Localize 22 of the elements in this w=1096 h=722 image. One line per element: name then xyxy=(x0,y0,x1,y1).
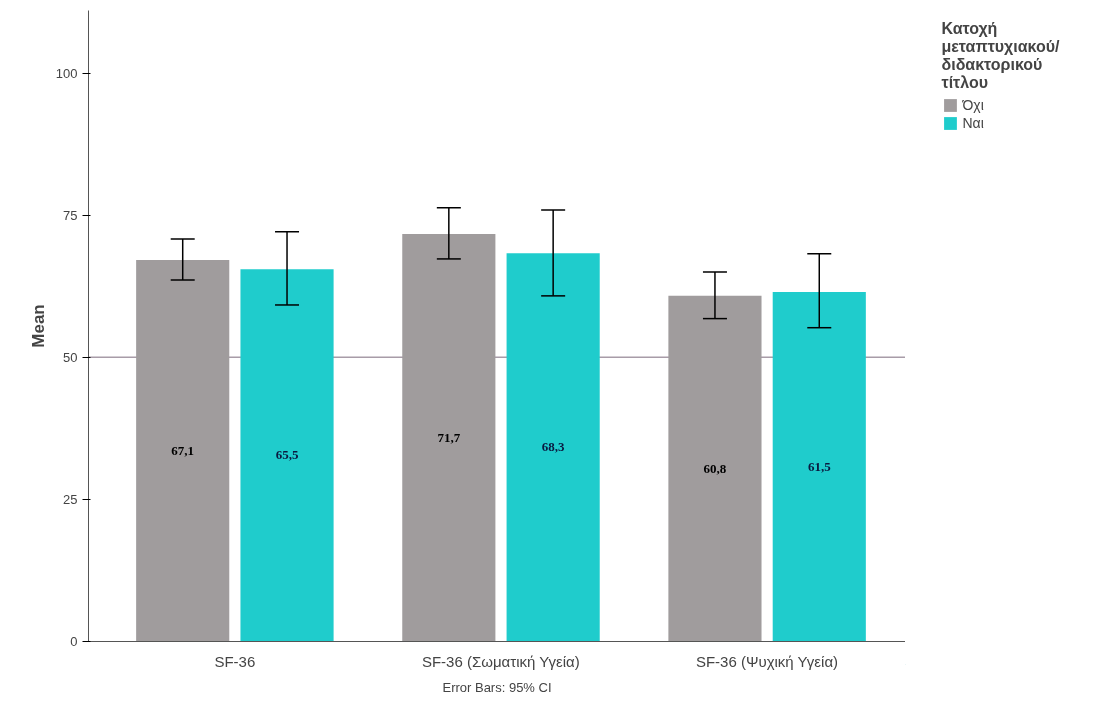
data-label: 71,7 xyxy=(437,429,461,445)
data-label: 61,5 xyxy=(807,458,832,474)
data-label: 60,8 xyxy=(703,460,727,476)
y-tick-label: 50 xyxy=(63,349,78,365)
legend-label: Ναι xyxy=(962,115,984,131)
y-tick-label: 0 xyxy=(70,634,78,649)
x-tick-label: SF-36 xyxy=(214,652,256,670)
data-label: 67,1 xyxy=(171,442,195,458)
text: Error Bars: 95% CI xyxy=(442,679,552,695)
data-label: 65,5 xyxy=(275,447,299,463)
y-axis-title: Mean xyxy=(28,304,48,348)
bar xyxy=(772,291,866,642)
legend-label: Όχι xyxy=(962,97,984,113)
y-tick-label: 75 xyxy=(63,207,78,223)
x-tick-label: SF-36 (Σωματική Υγεία) xyxy=(421,652,580,670)
bar xyxy=(240,269,334,642)
legend-title: Κατοχή μεταπτυχιακού/ διδακτορικού τίτλου xyxy=(941,20,1060,92)
y-tick-label: 25 xyxy=(63,491,78,507)
y-tick-label: 100 xyxy=(55,65,78,81)
x-tick-label: SF-36 (Ψυχική Υγεία) xyxy=(695,652,839,670)
data-label: 68,3 xyxy=(541,439,566,455)
bar xyxy=(506,253,600,642)
